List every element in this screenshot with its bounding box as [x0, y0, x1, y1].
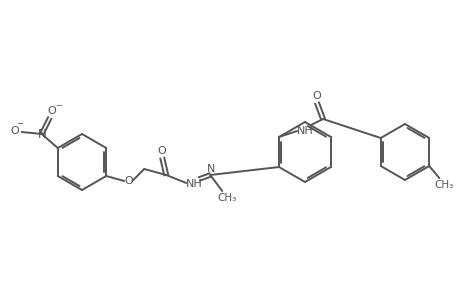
- Text: O: O: [11, 126, 19, 136]
- Text: O: O: [124, 176, 133, 186]
- Text: NH: NH: [185, 179, 202, 189]
- Text: −: −: [16, 119, 23, 128]
- Text: NH: NH: [296, 126, 313, 136]
- Text: O: O: [312, 91, 321, 101]
- Text: CH₃: CH₃: [217, 193, 236, 203]
- Text: O: O: [47, 106, 56, 116]
- Text: −: −: [55, 101, 62, 110]
- Text: O: O: [157, 146, 166, 156]
- Text: CH₃: CH₃: [434, 180, 453, 190]
- Text: N: N: [207, 164, 215, 174]
- Text: N: N: [37, 128, 46, 140]
